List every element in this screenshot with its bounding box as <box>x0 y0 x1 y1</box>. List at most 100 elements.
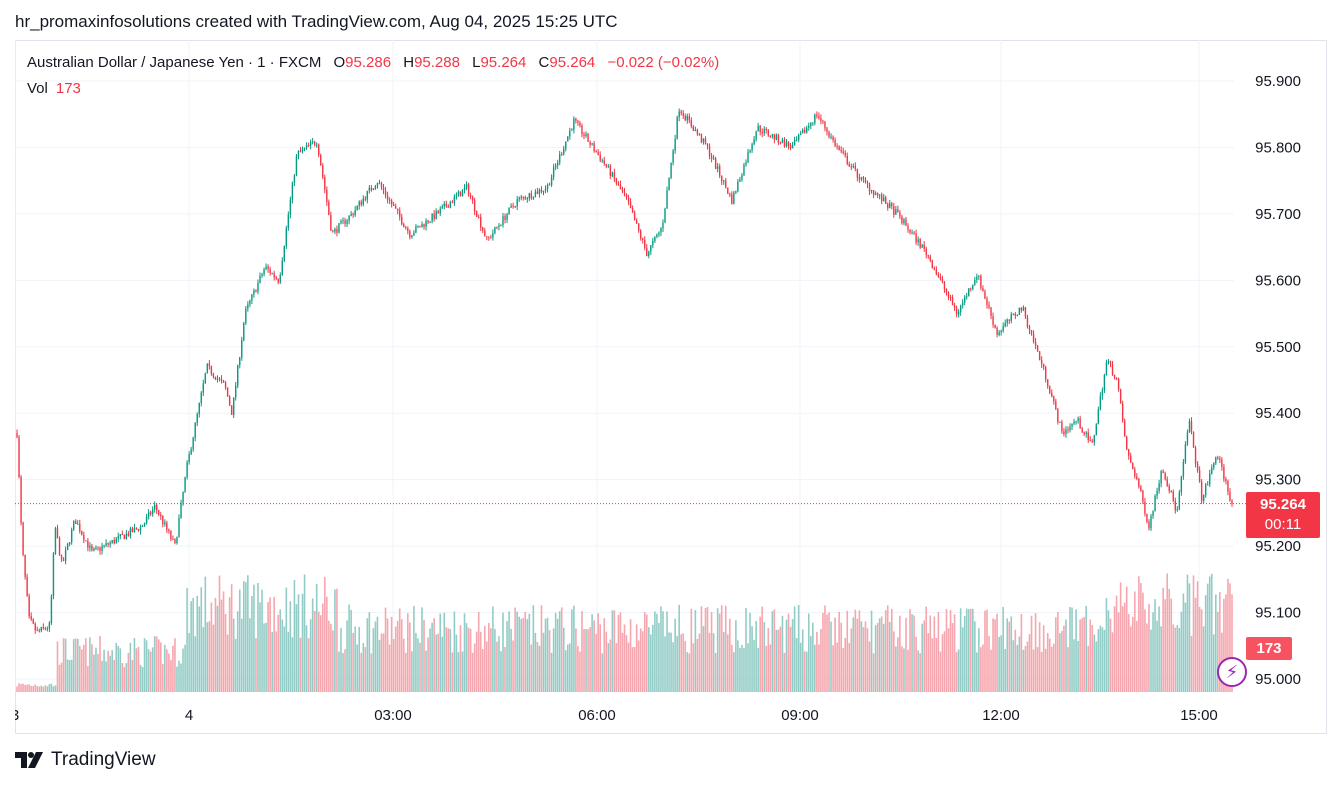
volume-bar <box>1004 648 1006 692</box>
candle-body <box>783 139 786 147</box>
candle-body <box>633 212 636 221</box>
volume-label[interactable]: Vol <box>27 80 48 97</box>
volume-bar <box>552 628 555 692</box>
candle-body <box>392 204 395 206</box>
volume-bar <box>1121 606 1124 692</box>
candle-body <box>723 180 725 182</box>
candle-body <box>1081 428 1083 433</box>
candle-body <box>838 146 840 150</box>
candle-body <box>1077 418 1079 422</box>
candle-body <box>275 277 277 279</box>
volume-bar <box>500 651 502 692</box>
volume-bar <box>648 627 650 692</box>
candle-body <box>257 282 259 292</box>
candle-body <box>113 540 115 544</box>
volume-bar <box>109 655 111 692</box>
candle-body <box>449 202 452 208</box>
volume-bar <box>854 609 857 692</box>
volume-bar <box>923 620 925 692</box>
volume-bar <box>295 604 298 692</box>
candle-body <box>224 382 227 388</box>
candle-body <box>364 198 366 200</box>
volume-bar <box>532 605 535 692</box>
candle-body <box>528 193 531 199</box>
volume-bar <box>113 659 115 692</box>
volume-bar <box>192 597 194 692</box>
candle-body <box>751 144 753 151</box>
volume-bar <box>267 601 269 692</box>
candle-body <box>921 244 923 248</box>
candle-body <box>1164 473 1166 480</box>
volume-bar <box>698 633 701 692</box>
volume-bar <box>190 601 192 692</box>
candle-body <box>1101 390 1104 396</box>
candle-body <box>1182 461 1185 477</box>
candle-body <box>180 502 182 518</box>
volume-bar <box>465 623 468 692</box>
candle-body <box>1217 457 1219 459</box>
volume-bar <box>303 574 306 692</box>
volume-bar <box>953 614 956 692</box>
volume-bar <box>866 628 869 692</box>
candle-body <box>802 129 804 134</box>
volume-bar <box>585 629 587 692</box>
candle-body <box>226 387 229 397</box>
volume-bar <box>212 624 215 692</box>
candle-body <box>24 554 26 577</box>
volume-bar <box>366 618 369 692</box>
low-value: 95.264 <box>480 54 527 71</box>
candle-body <box>520 196 522 198</box>
candle-body <box>1089 440 1091 442</box>
candle-body <box>247 304 249 309</box>
volume-bar <box>658 622 660 692</box>
tradingview-brand[interactable]: TradingView <box>15 749 156 771</box>
candle-body <box>595 151 597 153</box>
volume-bar <box>354 626 356 692</box>
candle-body <box>1010 314 1012 321</box>
candle-body <box>1213 463 1215 468</box>
candle-body <box>1093 435 1095 443</box>
candle-body <box>249 300 251 305</box>
price-chart[interactable]: 95.900 95.800 95.700 95.600 95.500 95.400 95.3… <box>15 40 1327 734</box>
volume-bar <box>1093 634 1096 692</box>
candle-body <box>682 113 684 116</box>
candle-body <box>70 529 73 543</box>
candle-body <box>222 380 225 383</box>
volume-bar <box>688 653 691 692</box>
volume-bar <box>1162 587 1164 692</box>
volume-bar <box>1087 645 1090 692</box>
volume-bar <box>1048 638 1051 692</box>
volume-bar <box>686 652 689 692</box>
candle-body <box>753 139 755 145</box>
candle-body <box>299 150 302 152</box>
volume-bar <box>554 612 557 692</box>
candle-body <box>824 121 826 129</box>
candle-body <box>1166 479 1168 486</box>
volume-bar <box>963 616 966 692</box>
candle-body <box>793 140 796 146</box>
candle-body <box>542 190 545 192</box>
candle-body <box>18 437 20 478</box>
chart-grid <box>15 40 1234 692</box>
volume-bar <box>1158 606 1160 692</box>
candle-body <box>399 210 401 217</box>
volume-bar <box>840 622 842 692</box>
volume-bar <box>781 615 784 692</box>
candle-body <box>97 547 99 549</box>
symbol-label[interactable]: Australian Dollar / Japanese Yen · 1 · F… <box>27 54 322 71</box>
volume-bar <box>155 636 158 692</box>
candle-body <box>115 538 117 544</box>
volume-bar <box>439 613 442 692</box>
volume-bar <box>83 644 85 692</box>
volume-bar <box>407 613 409 692</box>
volume-bar <box>143 638 146 692</box>
candle-body <box>1045 366 1047 380</box>
volume-bar <box>846 610 849 692</box>
volume-bar <box>850 628 853 692</box>
lightning-icon[interactable]: ⚡ <box>1217 657 1247 687</box>
candle-body <box>749 150 751 152</box>
candle-body <box>883 197 885 202</box>
volume-bar <box>222 591 225 692</box>
open-value: 95.286 <box>345 54 392 71</box>
volume-bar <box>1018 636 1021 692</box>
